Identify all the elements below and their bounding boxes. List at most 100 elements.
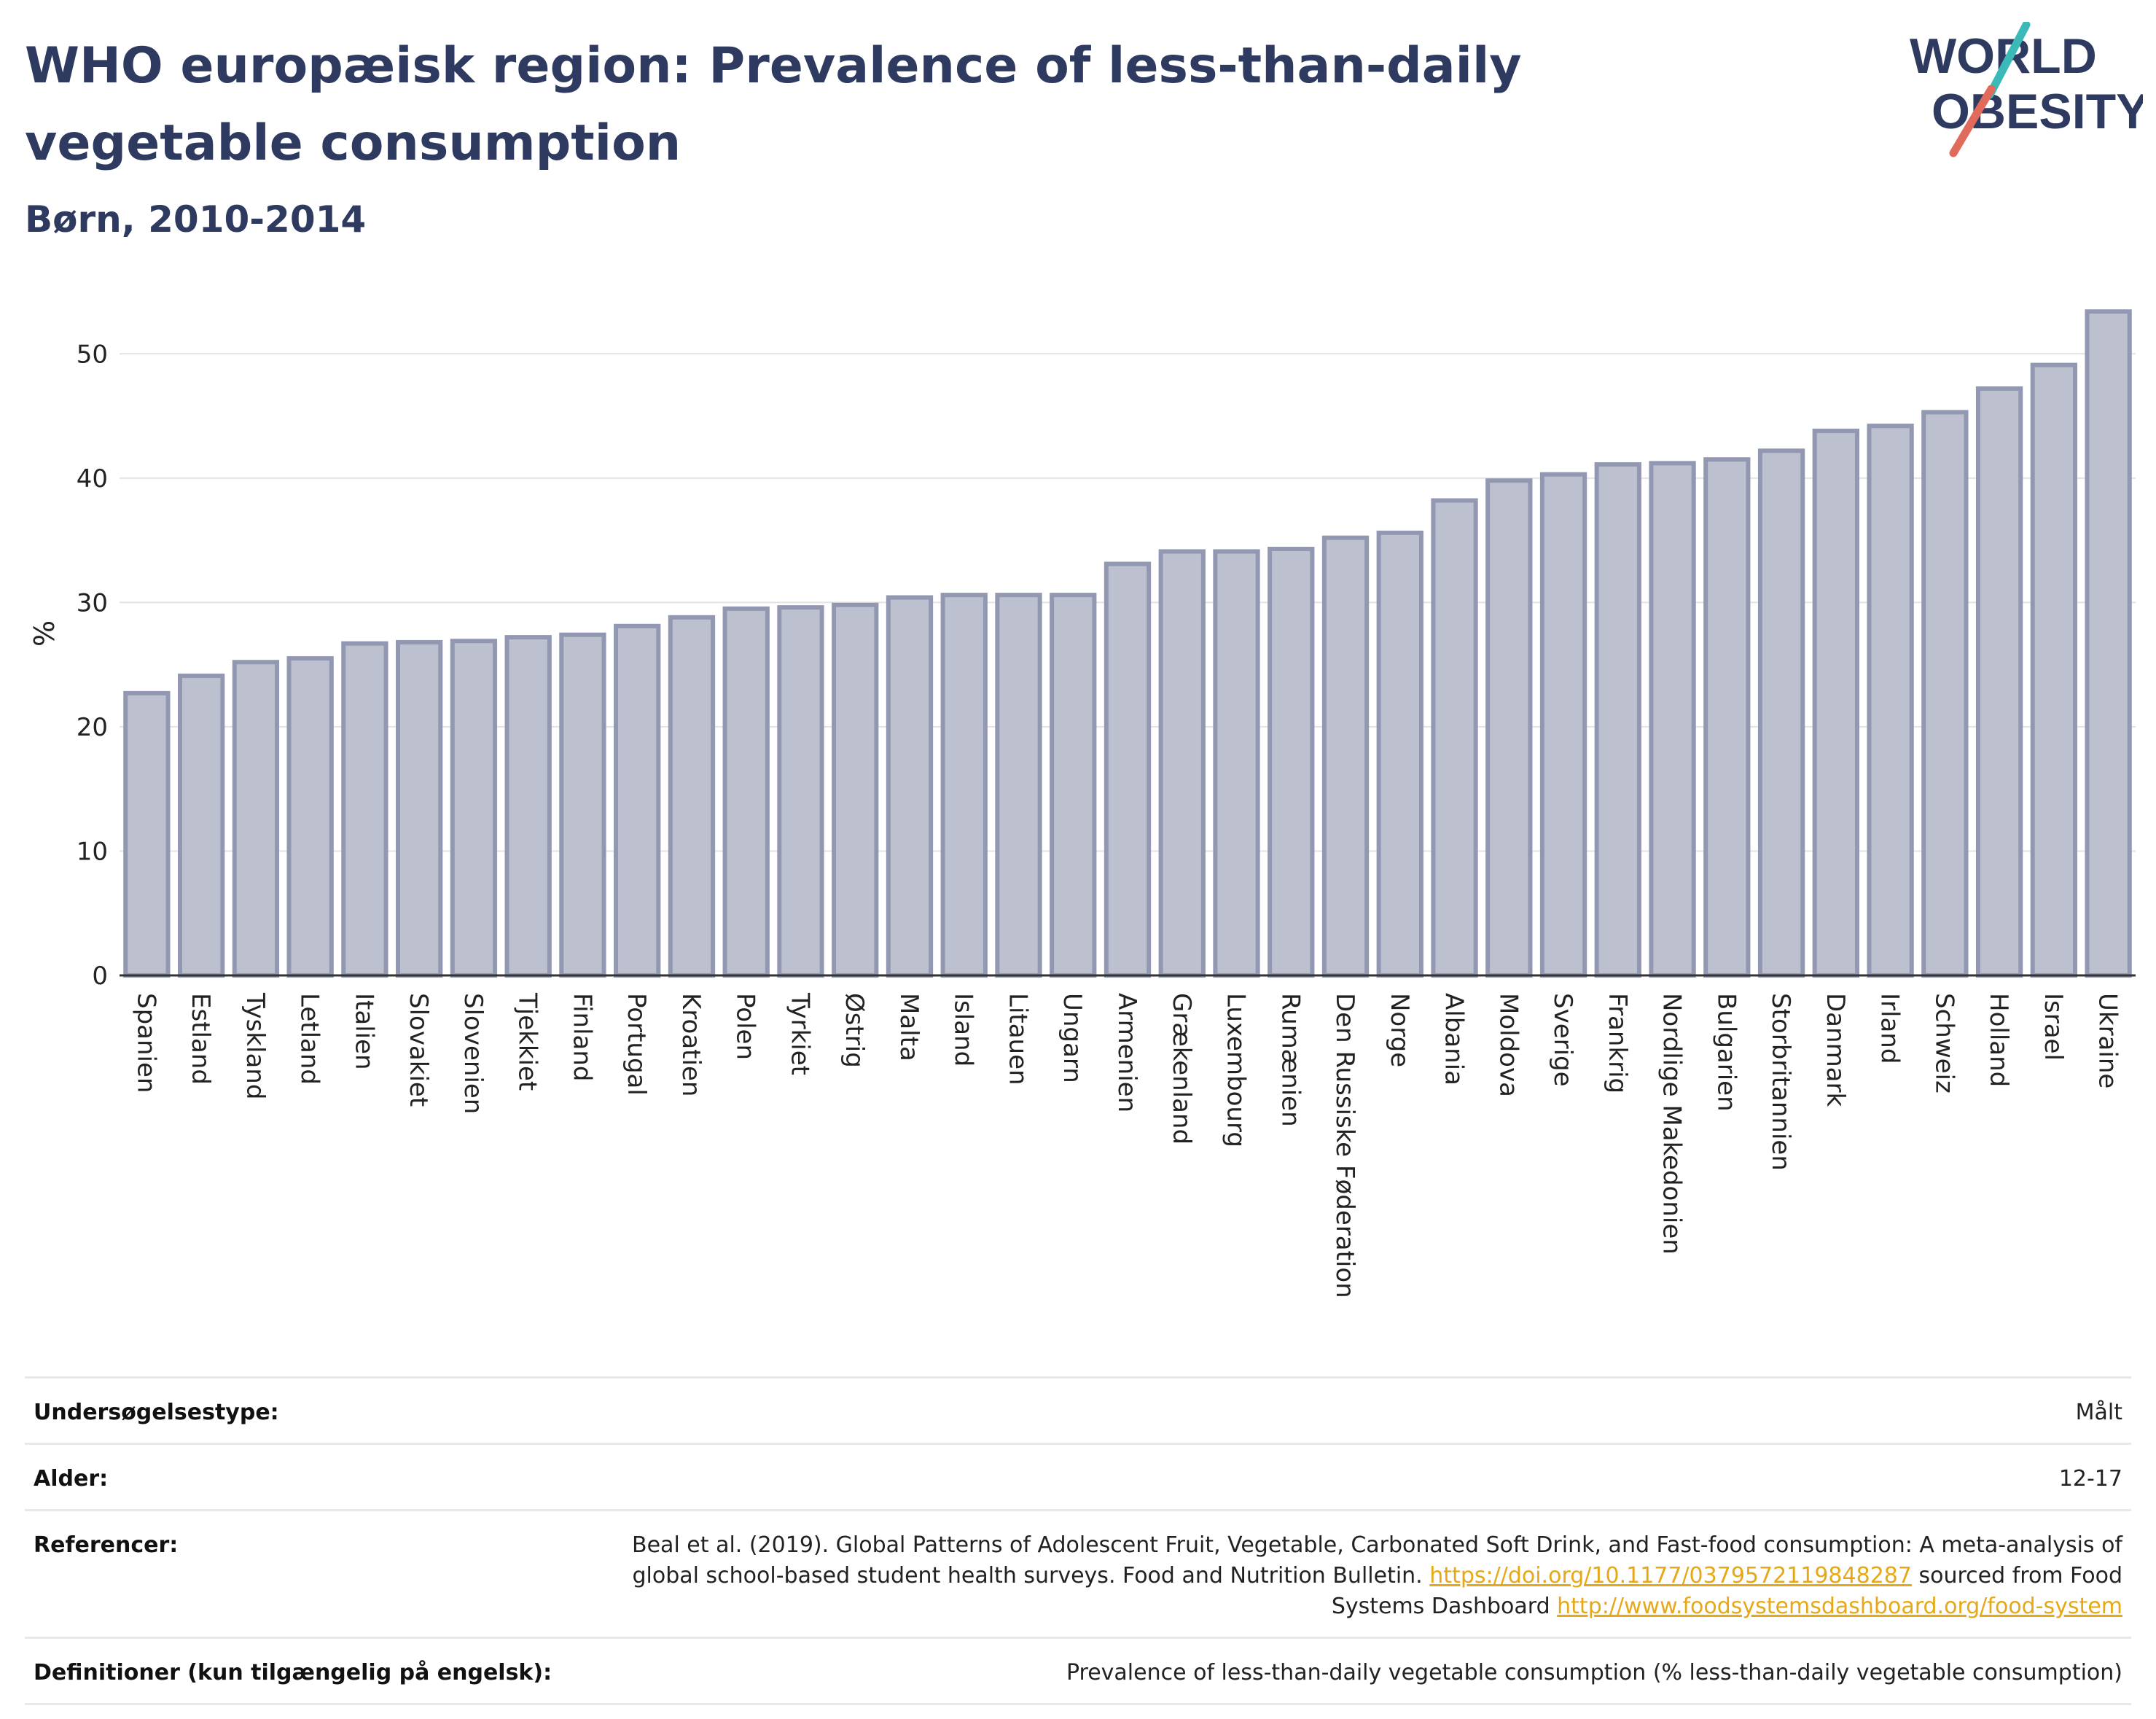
bar (1594, 462, 1641, 978)
page-title: WHO europæisk region: Prevalence of less… (25, 37, 1522, 172)
y-tick-label: 20 (77, 713, 108, 742)
info-key: Undersøgelsestype: (34, 1400, 279, 1425)
world-obesity-logo: WORLD OBESITY (1910, 22, 2143, 157)
x-tick-label: Nordlige Makedonien (1657, 993, 1687, 1255)
x-tick-label: Malta (894, 993, 923, 1061)
bar (832, 602, 879, 978)
y-tick-label: 50 (77, 340, 108, 369)
x-tick-label: Grækenland (1167, 993, 1196, 1145)
bar (286, 656, 334, 978)
reference-text: Beal et al. (2019). Global Patterns of A… (632, 1532, 2122, 1589)
bar-chart: 0 10 20 30 40 50% Spanien Estland Tyskland Letlan… (28, 309, 2136, 1298)
bar (940, 593, 988, 978)
info-value: 12-17 (2058, 1466, 2122, 1492)
x-tick-label: Østrig (840, 993, 869, 1068)
info-row-survey-type: Undersøgelsestype: Målt (25, 1376, 2131, 1443)
x-tick-label: Den Russiske Føderation (1330, 993, 1359, 1298)
bar (396, 639, 443, 978)
x-tick-label: Moldova (1493, 993, 1523, 1097)
x-tick-label: Israel (2039, 993, 2068, 1061)
info-key: Referencer: (34, 1532, 179, 1558)
info-table: Undersøgelsestype: Målt Alder: 12-17 Ref… (25, 1376, 2131, 1705)
x-tick-label: Ungarn (1058, 993, 1087, 1083)
x-tick-label: Slovenien (458, 993, 488, 1114)
y-axis-label: % (28, 620, 60, 647)
info-key: Definitioner (kun tilgængelig på engelsk… (34, 1660, 552, 1685)
bar (2030, 362, 2078, 978)
x-tick-label: Finland (567, 993, 596, 1082)
y-tick-label: 40 (77, 464, 108, 494)
bar (177, 673, 225, 978)
y-tick-label: 0 (92, 962, 108, 991)
x-tick-label: Italien (349, 993, 378, 1070)
logo-slash-coral (1949, 85, 1996, 157)
page-subtitle: Børn, 2010-2014 (25, 198, 367, 241)
x-tick-label: Slovakiet (404, 993, 433, 1107)
x-tick-label: Sverige (1548, 993, 1577, 1087)
x-tick-label: Albania (1440, 993, 1469, 1085)
y-tick-label: 10 (77, 837, 108, 866)
x-tick-label: Island (949, 993, 978, 1067)
x-tick-label: Irland (1875, 993, 1905, 1064)
info-value-references: Beal et al. (2019). Global Patterns of A… (563, 1530, 2122, 1622)
x-tick-label: Danmark (1821, 993, 1850, 1107)
y-tick-label: 30 (77, 588, 108, 617)
x-tick-label: Norge (1385, 993, 1414, 1067)
x-tick-label: Litauen (1003, 993, 1032, 1085)
bar (1975, 386, 2023, 978)
bar (123, 690, 171, 978)
bar (2085, 309, 2132, 978)
doi-link[interactable]: https://doi.org/10.1177/0379572119848287 (1429, 1563, 1912, 1589)
x-tick-label: Polen (731, 993, 760, 1060)
logo-slash-teal (1985, 22, 2031, 99)
x-tick-label: Spanien (131, 993, 160, 1093)
bar (1921, 410, 1969, 978)
bar (614, 623, 661, 978)
x-tick-label: Bulgarien (1711, 993, 1741, 1112)
x-tick-label: Luxembourg (1222, 993, 1251, 1147)
bar (1867, 424, 1914, 978)
bar (1050, 593, 1097, 978)
bar (1321, 535, 1370, 978)
bar (886, 595, 934, 978)
bar (1431, 498, 1478, 978)
x-tick-label: Portugal (622, 993, 651, 1096)
reference-source-text: sourced from Food Systems Dashboard (1331, 1563, 2122, 1619)
x-tick-label: Letland (295, 993, 324, 1085)
bar (232, 660, 280, 978)
bar (668, 615, 716, 978)
bar (1757, 448, 1805, 978)
bar (722, 606, 770, 978)
x-tick-label: Storbritannien (1766, 993, 1795, 1171)
x-tick-label: Tyskland (241, 992, 270, 1099)
x-tick-label: Tjekkiet (513, 992, 542, 1091)
x-tick-label: Armenien (1112, 993, 1141, 1112)
x-tick-label: Rumænien (1276, 993, 1305, 1127)
bar (1703, 457, 1751, 978)
bar (1539, 472, 1587, 978)
bar (1104, 561, 1152, 978)
x-tick-label: Schweiz (1929, 993, 1958, 1094)
bar (341, 641, 388, 978)
bar (450, 639, 498, 978)
x-tick-label: Kroatien (676, 993, 706, 1096)
bar (1213, 549, 1260, 978)
dashboard-link[interactable]: http://www.foodsystemsdashboard.org/food… (1557, 1594, 2122, 1619)
x-tick-label: Tyrkiet (785, 992, 814, 1075)
x-tick-label: Frankrig (1603, 993, 1632, 1094)
info-row-definitions: Definitioner (kun tilgængelig på engelsk… (25, 1637, 2131, 1705)
info-key: Alder: (34, 1466, 109, 1492)
bar (995, 593, 1042, 978)
info-row-age: Alder: 12-17 (25, 1443, 2131, 1509)
bar (1812, 429, 1859, 978)
bar (1485, 478, 1533, 978)
bar (1376, 530, 1423, 978)
bar (1268, 547, 1315, 978)
info-value: Prevalence of less-than-daily vegetable … (1066, 1660, 2122, 1685)
info-row-references: Referencer: Beal et al. (2019). Global P… (25, 1509, 2131, 1637)
bar (1158, 549, 1206, 978)
bar (1649, 461, 1696, 978)
x-tick-label: Holland (1984, 993, 2013, 1087)
bar (559, 632, 606, 978)
x-tick-label: Estland (186, 993, 215, 1085)
